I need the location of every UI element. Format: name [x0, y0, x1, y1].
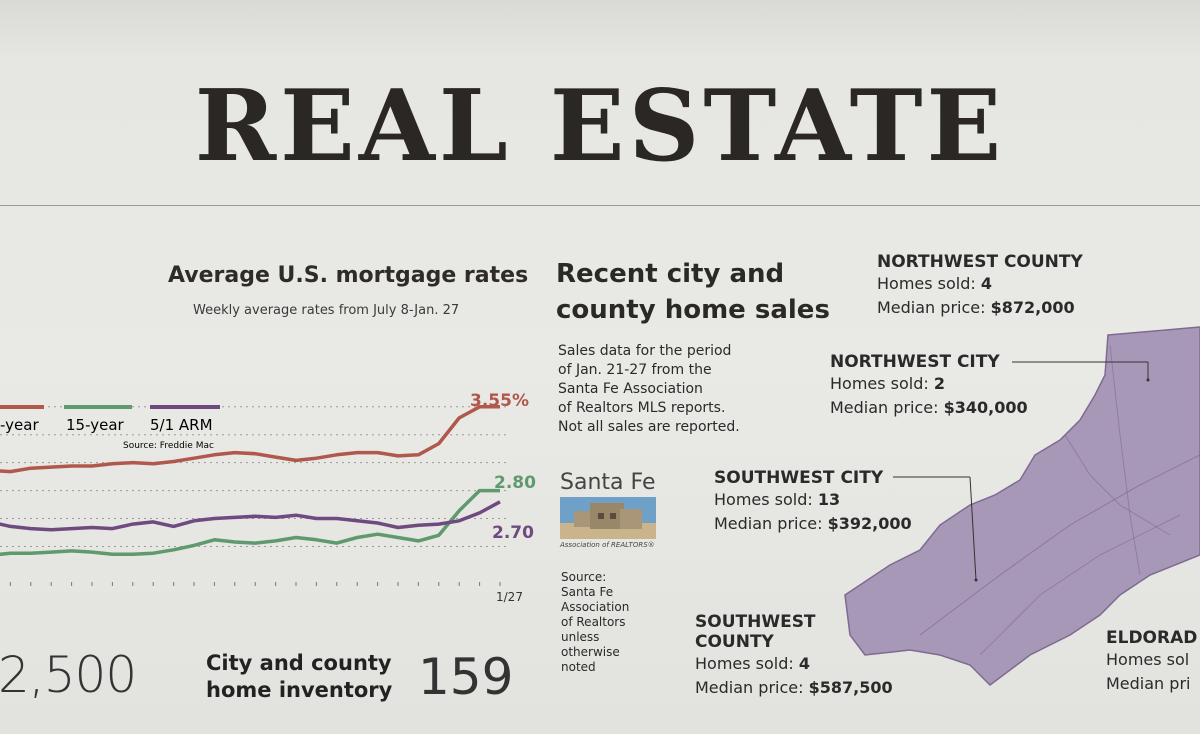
map-region-shape — [844, 326, 1200, 686]
legend-label-30-year: -year — [0, 416, 39, 434]
legend-label-arm: 5/1 ARM — [150, 416, 213, 434]
homes-sold: Homes sold: 2 — [830, 374, 946, 393]
region-northwest-city: NORTHWEST CITY Homes sold: 2 Median pric… — [830, 352, 1028, 420]
sales-desc-line: Santa Fe Association — [558, 381, 703, 397]
region-name: SOUTHWEST — [695, 612, 816, 632]
homes-sold: Homes sold: 4 — [877, 274, 993, 293]
mortgage-chart: -year 15-year 5/1 ARM Source: Freddie Ma… — [0, 391, 536, 586]
median-price: Median pri — [1106, 674, 1191, 693]
inventory-title: City and county home inventory — [206, 650, 392, 704]
inventory-value: 159 — [418, 648, 514, 706]
santa-fe-logo-icon — [560, 497, 656, 539]
region-eldorado: ELDORAD Homes sol Median pri — [1106, 628, 1200, 696]
homes-sold: Homes sol — [1106, 650, 1190, 669]
chart-legend: -year 15-year 5/1 ARM Source: Freddie Ma… — [0, 405, 220, 451]
sales-desc-line: Sales data for the period — [558, 343, 732, 359]
homes-sold: Homes sold: 4 — [695, 654, 811, 673]
sales-desc-line: Not all sales are reported. — [558, 419, 740, 435]
end-label-30-year: 3.55% — [470, 391, 529, 411]
region-southwest-county: SOUTHWEST COUNTY Homes sold: 4 Median pr… — [695, 612, 893, 700]
sales-desc-line: of Jan. 21-27 from the — [558, 362, 712, 378]
series-layer — [0, 405, 501, 557]
inventory-title-line2: home inventory — [206, 678, 393, 702]
region-name: NORTHWEST COUNTY — [877, 252, 1083, 272]
region-name: NORTHWEST CITY — [830, 352, 1000, 372]
santa-fe-logo-caption: Association of REALTORS® — [560, 541, 655, 549]
end-label-15-year: 2.80 — [494, 473, 536, 493]
map-road — [919, 454, 1200, 636]
masthead-rule — [0, 205, 1200, 206]
map-road — [1109, 344, 1141, 576]
chart-source: Source: Freddie Mac — [123, 441, 214, 451]
region-name: ELDORAD — [1106, 628, 1198, 648]
region-northwest-county: NORTHWEST COUNTY Homes sold: 4 Median pr… — [877, 252, 1083, 320]
series-line-1 — [0, 488, 500, 557]
end-label-arm: 2.70 — [492, 523, 534, 543]
map-road — [1064, 434, 1171, 536]
median-price: Median price: $872,000 — [877, 298, 1075, 317]
santa-fe-map — [844, 326, 1200, 686]
x-axis-last-tick: 1/27 — [496, 590, 523, 604]
masthead-title: REAL ESTATE — [194, 69, 1006, 184]
sales-desc-line: of Realtors MLS reports. — [558, 400, 726, 416]
chart-subtitle: Weekly average rates from July 8-Jan. 27 — [193, 303, 460, 318]
santa-fe-logo-text: Santa Fe — [560, 470, 656, 495]
series-line-0 — [0, 405, 500, 474]
series-line-2 — [0, 500, 501, 532]
homes-sold: Homes sold: 13 — [714, 490, 841, 509]
inventory-prev-value: 2,500 — [0, 646, 137, 704]
map-road — [979, 514, 1181, 656]
median-price: Median price: $587,500 — [695, 678, 893, 697]
legend-label-15-year: 15-year — [66, 416, 125, 434]
median-price: Median price: $392,000 — [714, 514, 912, 533]
chart-title: Average U.S. mortgage rates — [168, 263, 529, 288]
sales-title-line1: Recent city and — [556, 259, 785, 289]
median-price: Median price: $340,000 — [830, 398, 1028, 417]
sales-description: Sales data for the period of Jan. 21-27 … — [558, 342, 788, 437]
region-name: SOUTHWEST CITY — [714, 468, 884, 488]
sales-title-line2: county home sales — [556, 295, 830, 325]
sales-source: Source: Santa Fe Association of Realtors… — [561, 570, 630, 674]
region-southwest-city: SOUTHWEST CITY Homes sold: 13 Median pri… — [714, 468, 912, 536]
region-name-line2: COUNTY — [695, 632, 774, 652]
sales-title: Recent city and county home sales — [556, 256, 830, 328]
inventory-title-line1: City and county — [206, 651, 392, 675]
